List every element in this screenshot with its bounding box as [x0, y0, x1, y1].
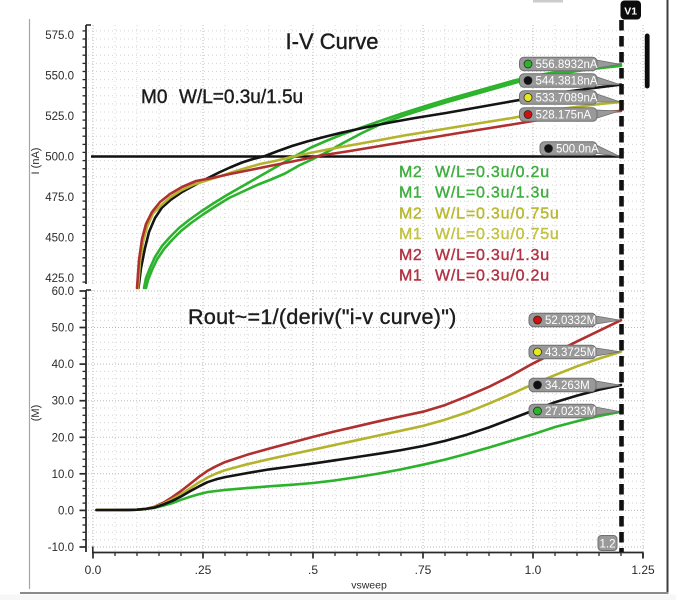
svg-text:525.0: 525.0 — [45, 111, 74, 123]
svg-text:52.0332M: 52.0332M — [545, 315, 596, 327]
svg-text:1.2: 1.2 — [600, 539, 616, 551]
svg-text:556.8932nA: 556.8932nA — [536, 59, 598, 71]
svg-text:M1: M1 — [399, 226, 422, 243]
svg-text:450.0: 450.0 — [45, 233, 74, 245]
svg-text:I (nA): I (nA) — [30, 148, 42, 175]
svg-text:V1: V1 — [624, 6, 637, 18]
svg-text:27.0233M: 27.0233M — [545, 406, 596, 418]
svg-text:M1: M1 — [399, 185, 422, 202]
svg-text:533.7089nA: 533.7089nA — [536, 93, 598, 105]
svg-text:W/L=0.3u/0.75u: W/L=0.3u/0.75u — [435, 226, 560, 243]
svg-text:M2: M2 — [399, 247, 422, 264]
svg-text:528.175nA: 528.175nA — [536, 110, 592, 122]
svg-text:50.0: 50.0 — [52, 323, 74, 335]
svg-text:0.0: 0.0 — [58, 505, 74, 517]
svg-text:475.0: 475.0 — [45, 192, 74, 204]
svg-text:10.0: 10.0 — [52, 469, 74, 481]
svg-text:575.0: 575.0 — [45, 30, 74, 42]
svg-text:M0: M0 — [141, 87, 167, 108]
svg-text:W/L=0.3u/1.3u: W/L=0.3u/1.3u — [435, 247, 550, 264]
svg-text:Rout~=1/(deriv("i-v curve)"): Rout~=1/(deriv("i-v curve)") — [188, 305, 457, 329]
svg-text:vsweep: vsweep — [351, 580, 387, 592]
svg-text:544.3818nA: 544.3818nA — [536, 76, 598, 88]
svg-text:.5: .5 — [308, 563, 318, 577]
svg-text:(M): (M) — [30, 405, 42, 422]
svg-text:1.25: 1.25 — [631, 563, 655, 577]
svg-text:20.0: 20.0 — [52, 432, 74, 444]
svg-text:W/L=0.3u/1.5u: W/L=0.3u/1.5u — [179, 87, 303, 108]
svg-text:I-V Curve: I-V Curve — [286, 29, 379, 54]
svg-text:W/L=0.3u/0.2u: W/L=0.3u/0.2u — [435, 164, 550, 181]
svg-text:0.0: 0.0 — [85, 563, 102, 577]
svg-text:500.0nA: 500.0nA — [556, 144, 599, 156]
svg-text:500.0: 500.0 — [45, 152, 74, 164]
svg-text:30.0: 30.0 — [52, 396, 74, 408]
svg-text:W/L=0.3u/0.2u: W/L=0.3u/0.2u — [435, 268, 550, 285]
svg-text:1.0: 1.0 — [525, 563, 542, 577]
svg-text:W/L=0.3u/0.75u: W/L=0.3u/0.75u — [435, 206, 560, 223]
svg-text:43.3725M: 43.3725M — [545, 347, 596, 359]
svg-text:34.263M: 34.263M — [545, 380, 590, 392]
svg-text:40.0: 40.0 — [52, 359, 74, 371]
svg-text:425.0: 425.0 — [45, 273, 74, 285]
svg-text:.25: .25 — [195, 563, 212, 577]
svg-text:-10.0: -10.0 — [48, 542, 74, 554]
svg-text:.75: .75 — [415, 563, 432, 577]
svg-text:550.0: 550.0 — [45, 71, 74, 83]
svg-text:60.0: 60.0 — [52, 286, 74, 298]
svg-text:M1: M1 — [399, 268, 422, 285]
svg-text:W/L=0.3u/1.3u: W/L=0.3u/1.3u — [435, 185, 550, 202]
svg-text:M2: M2 — [399, 164, 422, 181]
svg-text:M2: M2 — [399, 206, 422, 223]
